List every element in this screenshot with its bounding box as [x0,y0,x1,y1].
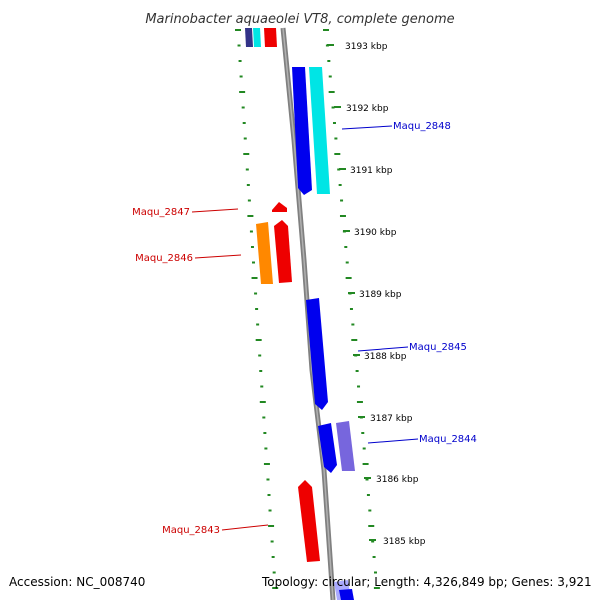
label-maqu-2845: Maqu_2845 [409,342,467,353]
accession-text: Accession: NC_008740 [9,575,145,589]
leader-maqu-2844 [367,438,419,444]
gene-reverse-b [318,423,337,473]
label-maqu-2847: Maqu_2847 [132,207,190,218]
leader-maqu-2845 [357,346,409,352]
map-title: Marinobacter aquaeolei VT8, complete gen… [145,12,454,27]
scale: 3193 kbp 3192 kbp 3191 kbp 3190 kbp 3189… [327,42,426,547]
label-maqu-2844: Maqu_2844 [419,434,477,445]
tick-label-3190: 3190 kbp [354,228,397,238]
leader-maqu-2848 [341,125,393,130]
tick-label-3191: 3191 kbp [350,166,393,176]
genes [245,28,355,600]
tick-label-3193: 3193 kbp [345,42,388,52]
label-maqu-2846: Maqu_2846 [135,253,193,264]
leader-maqu-2846 [194,254,242,259]
gene-orange [256,222,273,284]
gene-blue-bottom [339,589,354,600]
tick-label-3192: 3192 kbp [346,104,389,114]
gene-maqu-2843 [298,480,320,562]
gene-maqu-2844 [336,421,355,471]
gene-maqu-2846 [274,220,292,283]
gene-reverse-a [292,67,312,195]
label-maqu-2843: Maqu_2843 [162,525,220,536]
gene-navy-top [245,28,253,47]
label-maqu-2848: Maqu_2848 [393,121,451,132]
gene-red-top [264,28,277,47]
gene-maqu-2845 [306,298,328,410]
tick-label-3188: 3188 kbp [364,352,407,362]
gene-maqu-2848 [309,67,330,194]
tick-label-3189: 3189 kbp [359,290,402,300]
tick-label-3185: 3185 kbp [383,537,426,547]
gene-cyan-top [253,28,261,47]
gene-maqu-2847 [272,202,287,212]
topology-text: Topology: circular; Length: 4,326,849 bp… [261,575,592,589]
leader-maqu-2843 [221,524,269,531]
gene-labels: Maqu_2848 Maqu_2847 Maqu_2846 Maqu_2845 … [132,121,477,536]
tick-label-3186: 3186 kbp [376,475,419,485]
leader-maqu-2847 [191,208,239,213]
tick-label-3187: 3187 kbp [370,414,413,424]
